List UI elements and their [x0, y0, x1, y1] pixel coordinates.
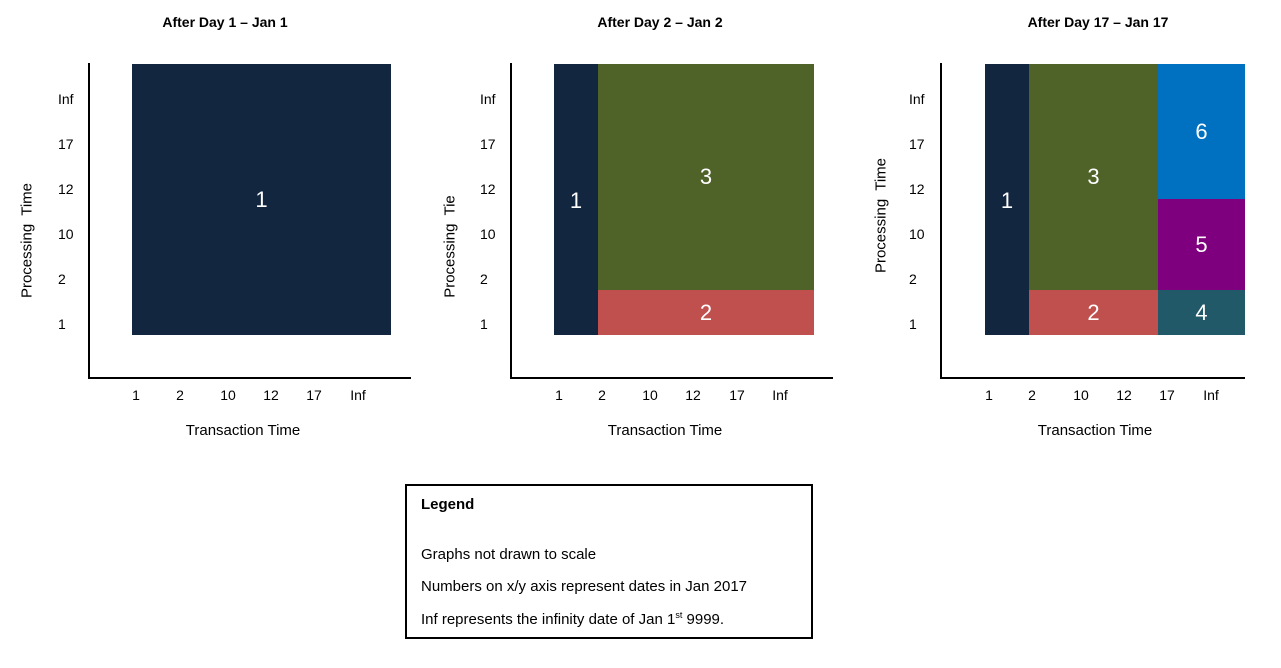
- y-axis: [88, 63, 90, 379]
- x-tick: 17: [306, 387, 322, 403]
- y-tick: 17: [909, 136, 925, 152]
- region-2: 2: [598, 290, 814, 335]
- x-tick: 10: [642, 387, 658, 403]
- y-tick: 12: [58, 181, 74, 197]
- x-axis-label: Transaction Time: [607, 422, 723, 439]
- y-tick: Inf: [909, 91, 925, 107]
- legend-line-scale: Graphs not drawn to scale: [421, 546, 597, 563]
- region-4: 4: [1158, 290, 1245, 335]
- y-tick: 17: [480, 136, 496, 152]
- x-tick: Inf: [350, 387, 366, 403]
- legend-line-axis: Numbers on x/y axis represent dates in J…: [421, 578, 748, 595]
- x-tick: 17: [1159, 387, 1175, 403]
- legend-inf-sup: st: [675, 610, 683, 620]
- y-axis: [940, 63, 942, 379]
- x-tick: 2: [598, 387, 606, 403]
- y-tick: 2: [480, 271, 488, 287]
- region-label: 3: [1087, 164, 1100, 189]
- region-label: 2: [1087, 299, 1100, 325]
- x-axis-label: Transaction Time: [185, 422, 301, 439]
- x-axis: [88, 377, 411, 379]
- panel-title: After Day 1 – Jan 1: [162, 14, 288, 30]
- panel-title: After Day 2 – Jan 2: [597, 14, 723, 30]
- x-tick: 17: [729, 387, 745, 403]
- x-tick: 10: [220, 387, 236, 403]
- y-tick: 12: [480, 181, 496, 197]
- x-tick: Inf: [772, 387, 788, 403]
- panel-title: After Day 17 – Jan 17: [1027, 14, 1169, 30]
- y-tick: 1: [909, 316, 917, 332]
- x-axis-label: Transaction Time: [1037, 422, 1153, 439]
- region-5: 5: [1158, 199, 1245, 290]
- legend-title: Legend: [421, 496, 475, 513]
- x-tick: Inf: [1203, 387, 1219, 403]
- x-tick: 1: [132, 387, 140, 403]
- region-1: 1: [985, 64, 1029, 335]
- x-tick: 10: [1073, 387, 1089, 403]
- y-tick: 1: [58, 316, 66, 332]
- y-tick: 10: [58, 226, 74, 242]
- region-2: 2: [1029, 290, 1158, 335]
- region-6: 6: [1158, 64, 1245, 199]
- region-1: 1: [554, 64, 598, 335]
- y-tick: 2: [58, 271, 66, 287]
- y-axis-label: Processing Time: [872, 157, 890, 274]
- region-3: 3: [1029, 64, 1158, 290]
- y-tick: Inf: [58, 91, 74, 107]
- region-label: 6: [1195, 118, 1208, 144]
- y-tick: 2: [909, 271, 917, 287]
- region-label: 4: [1195, 299, 1208, 325]
- legend-box: Legend Graphs not drawn to scale Numbers…: [405, 484, 813, 639]
- x-tick: 12: [263, 387, 279, 403]
- y-tick: Inf: [480, 91, 496, 107]
- legend-inf-text-end: 9999.: [682, 611, 725, 628]
- y-tick: 17: [58, 136, 74, 152]
- x-axis: [940, 377, 1245, 379]
- panel-day-17: After Day 17 – Jan 17 Processing Time In…: [872, 14, 1245, 439]
- x-tick: 2: [176, 387, 184, 403]
- x-axis: [510, 377, 833, 379]
- y-tick: 1: [480, 316, 488, 332]
- region-1: 1: [132, 64, 391, 335]
- region-label: 3: [699, 164, 713, 189]
- y-axis: [510, 63, 512, 379]
- y-tick: 10: [480, 226, 496, 242]
- x-tick: 12: [685, 387, 701, 403]
- region-3: 3: [598, 64, 814, 290]
- region-label: 5: [1195, 231, 1208, 257]
- y-tick: 10: [909, 226, 925, 242]
- legend-line-inf: Inf represents the infinity date of Jan …: [421, 610, 724, 628]
- legend-inf-text: Inf represents the infinity date of Jan …: [421, 611, 676, 628]
- panel-day-2: After Day 2 – Jan 2 Processing Tie Inf 1…: [0, 0, 860, 460]
- x-tick: 2: [1028, 387, 1036, 403]
- x-tick: 1: [555, 387, 563, 403]
- panel-day-1: After Day 1 – Jan 1 Processing Time Inf …: [0, 0, 420, 460]
- x-tick: 1: [985, 387, 993, 403]
- y-tick: 12: [909, 181, 925, 197]
- region-label: 1: [569, 188, 583, 213]
- region-label: 1: [255, 186, 268, 212]
- region-label: 2: [699, 299, 713, 325]
- region-label: 1: [1000, 188, 1014, 213]
- x-tick: 12: [1116, 387, 1132, 403]
